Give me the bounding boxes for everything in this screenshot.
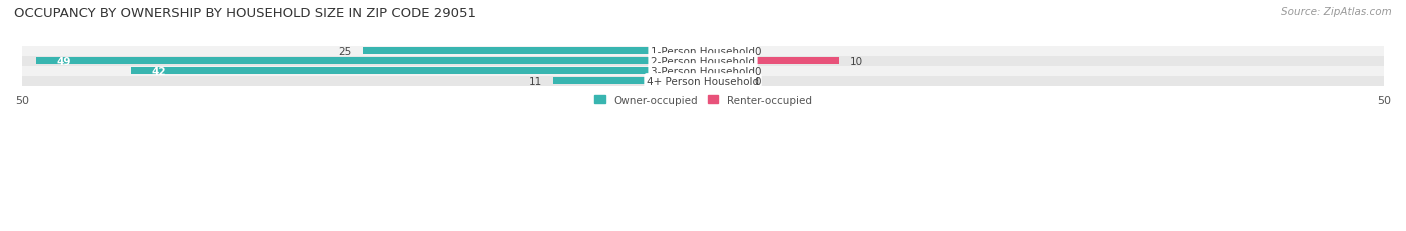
Text: Source: ZipAtlas.com: Source: ZipAtlas.com [1281,7,1392,17]
Text: 0: 0 [755,46,761,56]
Bar [703,48,744,55]
Text: 1-Person Household: 1-Person Household [651,46,755,56]
Bar [131,68,703,75]
Bar [703,68,744,75]
Text: OCCUPANCY BY OWNERSHIP BY HOUSEHOLD SIZE IN ZIP CODE 29051: OCCUPANCY BY OWNERSHIP BY HOUSEHOLD SIZE… [14,7,477,20]
Text: 25: 25 [339,46,352,56]
Bar [35,58,703,65]
Bar [703,78,744,85]
Legend: Owner-occupied, Renter-occupied: Owner-occupied, Renter-occupied [591,91,815,109]
Text: 2-Person Household: 2-Person Household [651,56,755,66]
Bar [22,76,1384,86]
Text: 10: 10 [851,56,863,66]
Bar [553,78,703,85]
Text: 0: 0 [755,67,761,76]
Text: 0: 0 [755,76,761,86]
Text: 4+ Person Household: 4+ Person Household [647,76,759,86]
Bar [703,58,839,65]
Text: 11: 11 [529,76,543,86]
Text: 3-Person Household: 3-Person Household [651,67,755,76]
Bar [22,67,1384,76]
Bar [363,48,703,55]
Text: 49: 49 [56,56,70,66]
Text: 42: 42 [152,67,166,76]
Bar [22,46,1384,56]
Bar [22,56,1384,67]
